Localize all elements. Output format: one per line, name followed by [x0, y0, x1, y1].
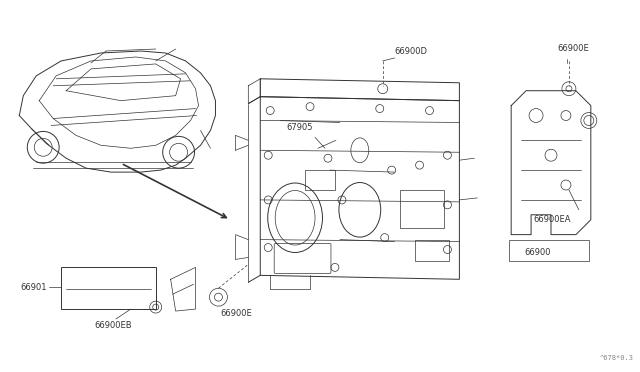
- Text: 66900EA: 66900EA: [533, 215, 571, 224]
- Bar: [415, 240, 449, 262]
- Text: 66900EB: 66900EB: [94, 321, 132, 330]
- Bar: [399, 190, 444, 228]
- Text: 66900D: 66900D: [395, 47, 428, 56]
- Text: 66900: 66900: [524, 247, 550, 257]
- Bar: [305, 170, 335, 190]
- Text: ^678*0.3: ^678*0.3: [600, 355, 634, 361]
- Text: 66900E: 66900E: [557, 44, 589, 53]
- Bar: [61, 267, 156, 309]
- Text: 66900E: 66900E: [220, 309, 252, 318]
- Text: 67905: 67905: [287, 124, 313, 132]
- Text: 66901: 66901: [20, 283, 47, 292]
- Bar: [509, 240, 589, 262]
